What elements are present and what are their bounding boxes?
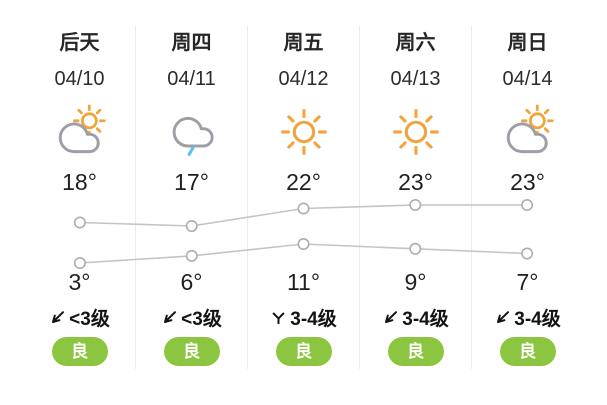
forecast-columns: 后天 04/10 18° 3° <3级 良 周四 04/11 <box>24 26 583 369</box>
forecast-column-3[interactable]: 周五 04/12 22° 11° 3-4级 良 <box>247 26 359 369</box>
high-temp: 22° <box>286 169 321 195</box>
low-temp: 6° <box>180 269 203 295</box>
weather-icon-slot <box>52 98 108 166</box>
sunny-icon <box>392 109 439 155</box>
forecast-column-5[interactable]: 周日 04/14 23° 7° 3-4级 良 <box>471 26 583 369</box>
forecast-column-4[interactable]: 周六 04/13 23° 9° 3-4级 良 <box>359 26 471 369</box>
low-temp: 9° <box>404 269 427 295</box>
weather-icon-slot <box>500 98 556 166</box>
forecast-column-2[interactable]: 周四 04/11 17° 6° <3级 良 <box>135 26 247 369</box>
aqi-row: 良 <box>275 334 332 369</box>
wind-direction-south-icon <box>272 312 285 324</box>
wind-row: <3级 <box>49 300 110 334</box>
wind-direction-southwest-icon <box>164 310 177 323</box>
aqi-row: 良 <box>163 334 220 369</box>
wind-level: 3-4级 <box>514 308 561 330</box>
date-label: 04/10 <box>54 68 105 90</box>
wind-direction-southwest-icon <box>52 310 65 323</box>
wind-level: 3-4级 <box>290 308 337 330</box>
wind-direction-southwest-icon <box>385 310 398 323</box>
aqi-badge[interactable]: 良 <box>275 337 332 366</box>
wind-direction-southwest-icon <box>497 310 510 323</box>
day-label: 周六 <box>395 32 436 54</box>
partly-cloudy-icon <box>506 104 554 154</box>
aqi-badge[interactable]: 良 <box>387 337 444 366</box>
day-label: 后天 <box>59 32 100 54</box>
date-label: 04/13 <box>390 68 441 90</box>
forecast-column-1[interactable]: 后天 04/10 18° 3° <3级 良 <box>24 26 135 369</box>
high-temp: 18° <box>62 169 97 195</box>
date-label: 04/11 <box>167 68 216 90</box>
wind-row: 3-4级 <box>270 300 337 334</box>
date-label: 04/12 <box>278 68 329 90</box>
partly-cloudy-icon <box>58 104 106 154</box>
high-temp: 17° <box>174 169 209 195</box>
aqi-row: 良 <box>387 334 444 369</box>
low-temp: 7° <box>516 269 539 295</box>
wind-row: <3级 <box>161 300 222 334</box>
aqi-row: 良 <box>499 334 556 369</box>
day-label: 周四 <box>171 32 212 54</box>
wind-level: 3-4级 <box>402 308 449 330</box>
weather-icon-slot <box>164 98 220 166</box>
low-temp: 3° <box>68 269 91 295</box>
wind-level: <3级 <box>181 308 222 330</box>
weather-icon-slot <box>276 98 332 166</box>
day-label: 周五 <box>283 32 324 54</box>
date-label: 04/14 <box>502 68 553 90</box>
wind-row: 3-4级 <box>382 300 449 334</box>
weather-icon-slot <box>388 98 444 166</box>
sunny-icon <box>280 109 327 155</box>
wind-row: 3-4级 <box>494 300 561 334</box>
aqi-badge[interactable]: 良 <box>499 337 556 366</box>
aqi-badge[interactable]: 良 <box>163 337 220 366</box>
wind-level: <3级 <box>69 308 110 330</box>
day-label: 周日 <box>507 32 548 54</box>
low-temp: 11° <box>286 269 321 295</box>
high-temp: 23° <box>398 169 433 195</box>
high-temp: 23° <box>510 169 545 195</box>
aqi-badge[interactable]: 良 <box>51 337 108 366</box>
light-rain-icon <box>172 116 214 156</box>
aqi-row: 良 <box>51 334 108 369</box>
